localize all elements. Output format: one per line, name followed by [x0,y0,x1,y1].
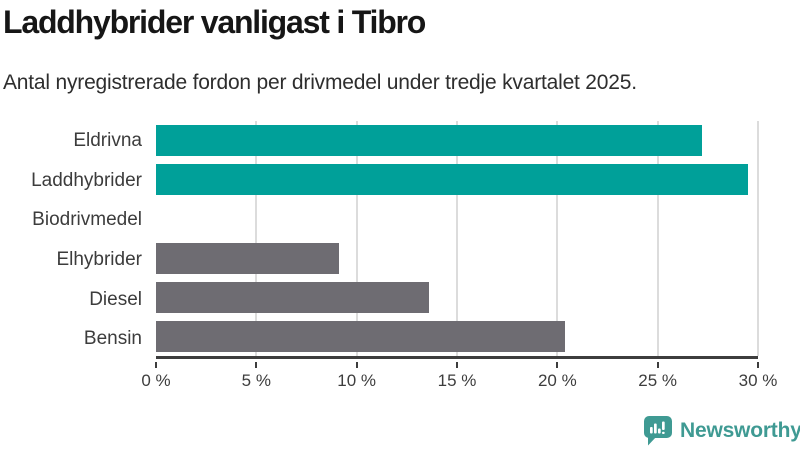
chart-title: Laddhybrider vanligast i Tibro [3,4,426,40]
y-axis-label-elhybrider: Elhybrider [56,248,142,270]
x-tick-25 [656,362,659,368]
x-tick-label-5: 5 % [241,371,271,390]
bar-row-biodrivmedel [156,199,758,238]
x-axis: 0 % 5 % 10 % 15 % 20 % 25 % 30 % [141,362,777,392]
x-tick-10 [355,362,358,368]
bar-bensin [156,320,566,352]
bar-row-eldrivna [156,121,758,160]
x-tick-label-20: 20 % [537,371,577,390]
y-axis-label-eldrivna: Eldrivna [73,129,142,151]
x-tick-label-0: 0 % [141,371,171,390]
y-axis-label-biodrivmedel: Biodrivmedel [32,209,142,231]
x-tick-0 [155,362,157,368]
bar-eldrivna [156,125,702,157]
bar-row-elhybrider [156,239,758,278]
newsworthy-logo[interactable]: Newsworthy [644,415,800,447]
x-tick-label-15: 15 % [437,371,477,390]
plot-area [156,121,759,359]
newsworthy-bar-chart-icon [644,416,672,446]
x-tick-5 [255,362,258,368]
bar-row-laddhybrider [156,160,758,199]
bar-row-bensin [156,317,758,356]
y-axis-label-laddhybrider: Laddhybrider [31,169,142,191]
bar-row-diesel [156,278,758,317]
chart-subtitle: Antal nyregistrerade fordon per drivmede… [3,71,637,94]
y-axis-label-bensin: Bensin [83,328,142,350]
x-tick-15 [456,362,458,368]
x-tick-30 [757,362,759,368]
bar-laddhybrider [156,164,748,196]
x-tick-20 [556,362,559,368]
gridline-30 [757,121,759,356]
gridline-5 [255,121,258,356]
x-tick-label-10: 10 % [337,371,377,390]
bar-diesel [156,281,429,313]
bar-elhybrider [156,242,339,274]
y-axis-label-diesel: Diesel [89,288,142,310]
x-tick-label-25: 25 % [638,371,678,390]
gridline-15 [456,121,458,356]
y-axis-labels: Eldrivna Laddhybrider Biodrivmedel Elhybrid… [0,121,142,359]
newsworthy-logo-text: Newsworthy [680,419,800,442]
gridline-20 [556,121,559,356]
gridline-10 [355,121,358,356]
gridline-25 [656,121,659,356]
x-tick-label-30: 30 % [738,371,778,390]
